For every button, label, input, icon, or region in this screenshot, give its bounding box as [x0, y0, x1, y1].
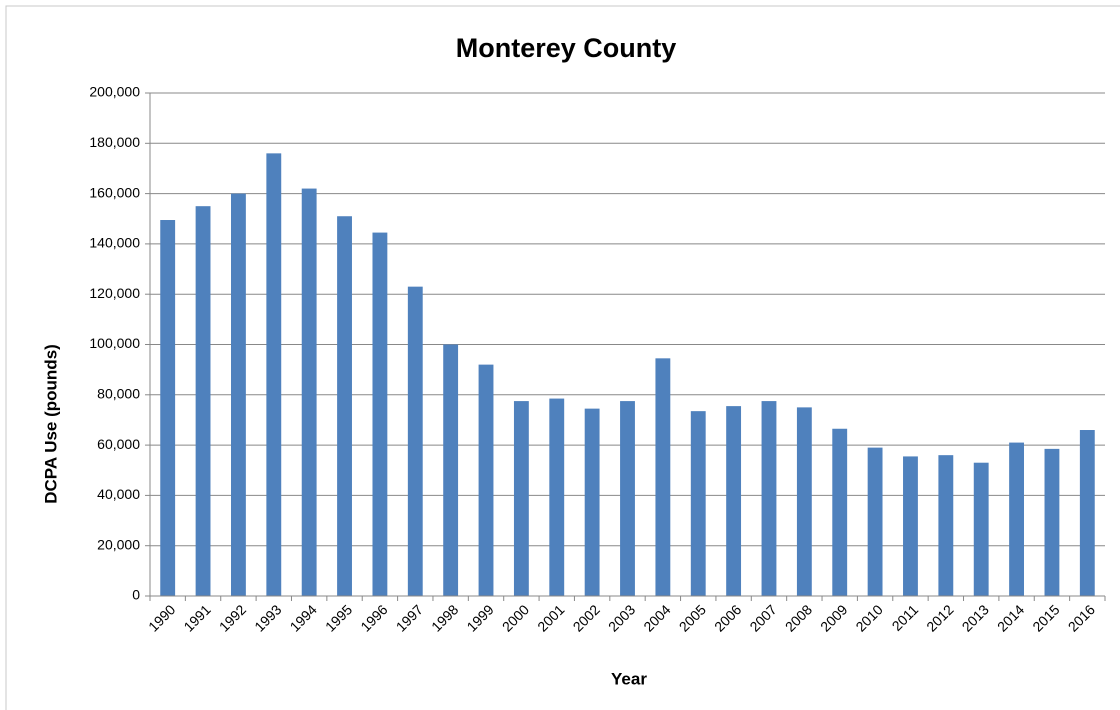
- bar: [195, 206, 211, 597]
- y-tick-label: 60,000: [97, 436, 140, 452]
- bar: [655, 358, 671, 596]
- bar: [584, 408, 600, 596]
- x-axis-label: Year: [611, 669, 647, 688]
- y-tick-label: 0: [132, 587, 140, 603]
- bar: [478, 364, 494, 596]
- bar: [832, 428, 848, 596]
- y-tick-label: 40,000: [97, 486, 140, 502]
- y-tick-label: 120,000: [89, 285, 140, 301]
- bar: [372, 232, 388, 596]
- bar: [513, 401, 529, 596]
- bar: [443, 344, 459, 596]
- chart-title: Monterey County: [456, 33, 677, 63]
- bar: [973, 462, 989, 596]
- bar: [620, 401, 635, 596]
- bar: [160, 220, 176, 596]
- bar: [867, 447, 883, 596]
- bar: [407, 286, 423, 596]
- bar: [1044, 448, 1060, 596]
- y-tick-label: 100,000: [89, 335, 140, 351]
- bar: [549, 398, 565, 596]
- y-axis-label: DCPA Use (pounds): [41, 344, 60, 504]
- y-tick-label: 200,000: [89, 84, 140, 100]
- bar: [761, 401, 777, 596]
- y-tick-label: 160,000: [89, 184, 140, 200]
- y-tick-label: 80,000: [97, 386, 140, 402]
- bar: [230, 193, 246, 596]
- bar: [266, 153, 282, 597]
- y-tick-label: 140,000: [89, 235, 140, 251]
- bar: [337, 216, 352, 597]
- bar: [1079, 430, 1095, 596]
- bar: [903, 456, 918, 596]
- bar: [726, 406, 742, 596]
- y-tick-label: 180,000: [89, 134, 140, 150]
- bar: [301, 188, 317, 596]
- bar: [938, 455, 954, 596]
- bar: [796, 407, 812, 596]
- y-tick-label: 20,000: [97, 536, 140, 552]
- bar: [690, 411, 706, 596]
- bar: [1009, 442, 1025, 596]
